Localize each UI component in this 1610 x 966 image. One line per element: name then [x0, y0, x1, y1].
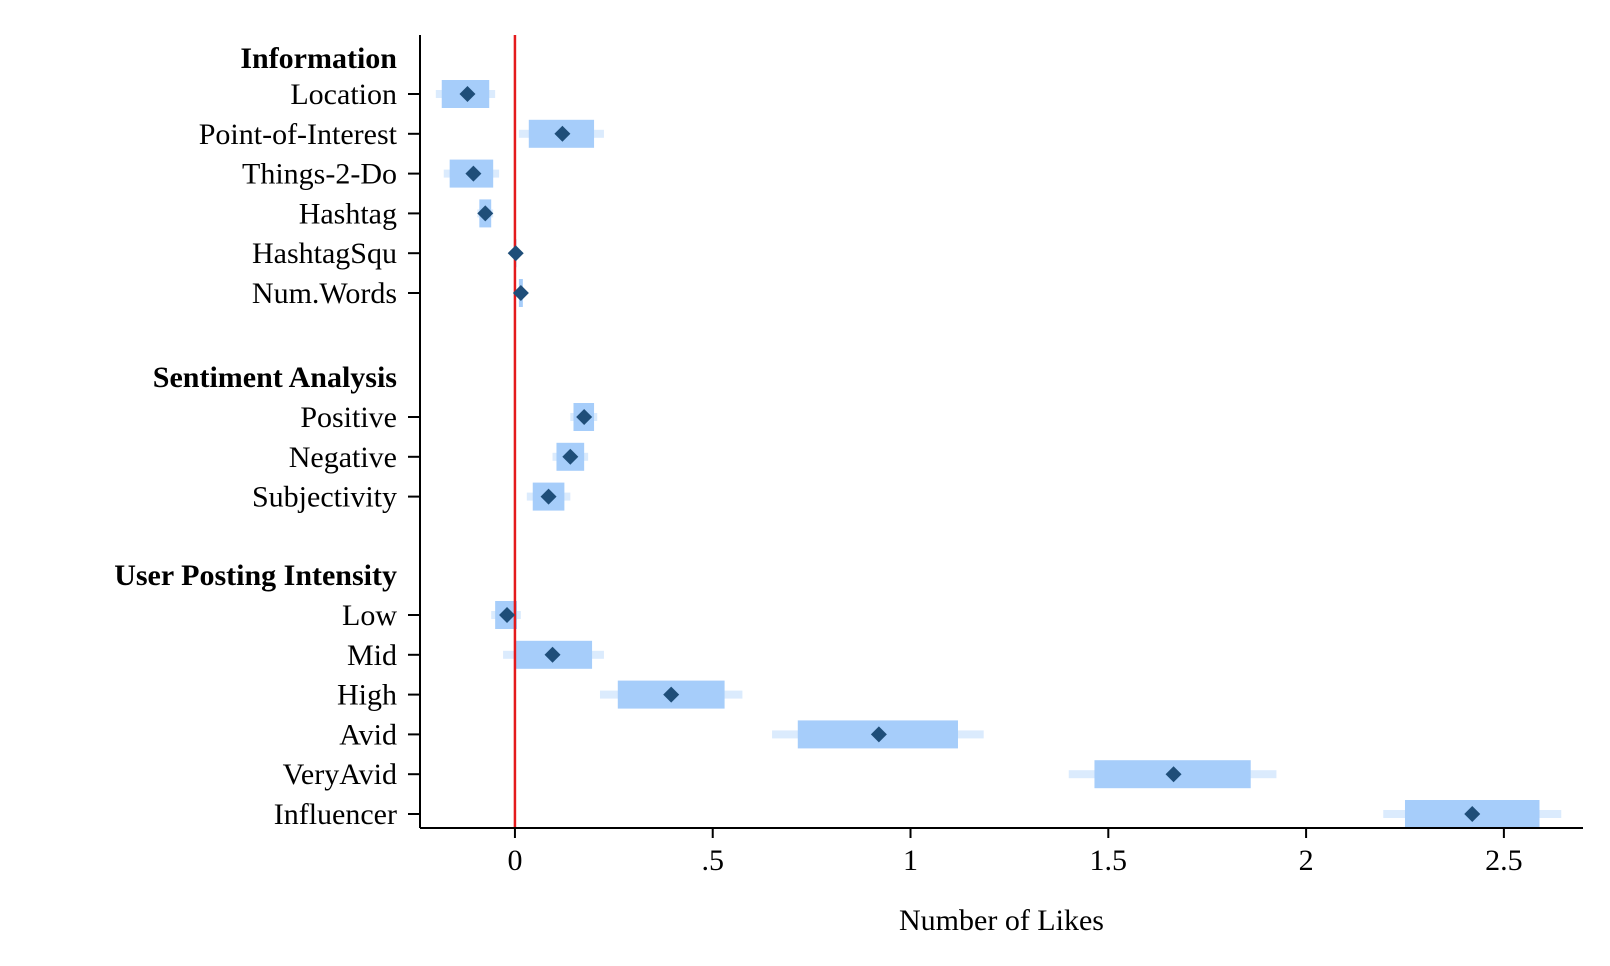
point-estimate-marker	[459, 86, 476, 102]
point-estimate-marker	[576, 409, 593, 425]
point-estimate-marker	[540, 488, 557, 505]
axes-layer: 0 .5 1 1.5 2 2.5	[408, 35, 1583, 877]
point-estimate-marker	[507, 245, 524, 262]
category-label: Mid	[347, 639, 397, 672]
point-estimate-marker	[870, 726, 887, 743]
category-label: Low	[342, 599, 397, 632]
category-label: Hashtag	[299, 197, 397, 230]
point-estimate-marker	[477, 205, 494, 222]
x-axis-title: Number of Likes	[899, 904, 1104, 937]
point-estimate-layer	[459, 86, 1481, 822]
x-tick-label: 1	[903, 844, 918, 877]
point-estimate-marker	[1165, 766, 1182, 783]
point-estimate-marker	[663, 686, 680, 703]
group-title: Information	[240, 42, 397, 75]
category-label: Things-2-Do	[242, 158, 397, 191]
x-tick-label: 2.5	[1485, 844, 1523, 877]
category-label: Avid	[339, 718, 397, 751]
category-label: Influencer	[274, 798, 397, 831]
point-estimate-marker	[562, 448, 579, 465]
x-tick-label: 1.5	[1090, 844, 1128, 877]
category-label: Subjectivity	[252, 481, 397, 514]
x-tick-label: 2	[1299, 844, 1314, 877]
point-estimate-marker	[512, 285, 529, 301]
category-label: VeryAvid	[283, 758, 397, 791]
group-title: User Posting Intensity	[114, 559, 397, 592]
point-estimate-marker	[465, 165, 482, 182]
category-label: Num.Words	[252, 277, 397, 310]
category-label: Point-of-Interest	[199, 118, 398, 151]
x-tick-label: .5	[701, 844, 724, 877]
category-label: Location	[290, 78, 397, 111]
category-label: Negative	[289, 441, 397, 474]
point-estimate-marker	[499, 607, 516, 623]
category-label: HashtagSqu	[252, 237, 397, 270]
confidence-interval-layer	[435, 80, 1562, 828]
point-estimate-marker	[554, 125, 571, 142]
point-estimate-marker	[544, 646, 561, 663]
category-label: Positive	[300, 401, 397, 434]
category-label: High	[337, 679, 397, 712]
point-estimate-marker	[1464, 806, 1481, 822]
group-title: Sentiment Analysis	[153, 361, 397, 394]
x-tick-label: 0	[507, 844, 522, 877]
